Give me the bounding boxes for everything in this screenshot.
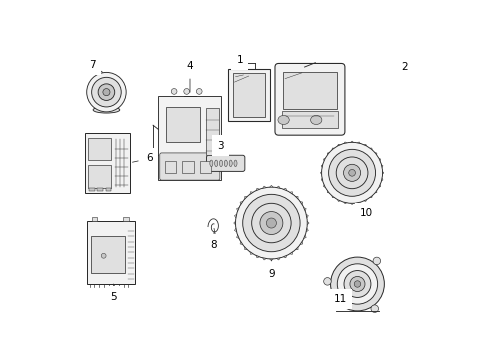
Text: 3: 3: [216, 140, 223, 152]
Bar: [87, 138, 111, 160]
Text: 5: 5: [110, 284, 117, 302]
FancyBboxPatch shape: [160, 153, 220, 180]
Circle shape: [102, 89, 110, 96]
Bar: [90, 236, 125, 273]
Circle shape: [370, 305, 378, 312]
Bar: [87, 165, 111, 188]
Text: 2: 2: [400, 62, 407, 72]
Bar: [97, 188, 102, 192]
Bar: [123, 217, 128, 221]
FancyBboxPatch shape: [274, 63, 344, 135]
Ellipse shape: [229, 160, 232, 167]
Bar: [165, 107, 200, 142]
FancyBboxPatch shape: [206, 155, 244, 171]
Ellipse shape: [214, 160, 217, 167]
Circle shape: [171, 89, 177, 94]
Circle shape: [242, 194, 300, 252]
Circle shape: [343, 164, 360, 181]
Text: 9: 9: [267, 260, 274, 279]
Ellipse shape: [310, 116, 321, 125]
Ellipse shape: [224, 160, 227, 167]
Circle shape: [348, 170, 355, 176]
Bar: [91, 217, 97, 221]
Bar: [85, 134, 129, 193]
Bar: [182, 161, 193, 173]
Bar: [89, 188, 95, 192]
Circle shape: [260, 212, 282, 234]
Circle shape: [98, 84, 115, 100]
Circle shape: [372, 257, 380, 265]
Ellipse shape: [233, 160, 237, 167]
Bar: [86, 221, 135, 284]
Ellipse shape: [277, 116, 288, 125]
Circle shape: [196, 89, 202, 94]
Circle shape: [336, 157, 367, 189]
Bar: [232, 73, 265, 117]
Bar: [200, 161, 211, 173]
Circle shape: [330, 257, 384, 311]
Bar: [164, 161, 176, 173]
Circle shape: [321, 142, 382, 203]
Bar: [205, 108, 219, 155]
Ellipse shape: [219, 160, 222, 167]
Circle shape: [266, 218, 276, 228]
Circle shape: [251, 203, 290, 243]
Text: 4: 4: [186, 61, 193, 92]
Bar: [158, 96, 221, 180]
Circle shape: [323, 278, 330, 285]
Circle shape: [235, 187, 306, 259]
Circle shape: [328, 149, 375, 196]
Circle shape: [349, 276, 364, 292]
Text: 11: 11: [333, 294, 346, 304]
Text: 6: 6: [132, 153, 152, 163]
Text: 7: 7: [89, 60, 102, 72]
Circle shape: [86, 72, 126, 112]
Polygon shape: [320, 141, 383, 204]
Text: 8: 8: [210, 232, 217, 249]
Circle shape: [337, 264, 377, 304]
Text: 1: 1: [236, 55, 243, 65]
Ellipse shape: [93, 107, 120, 113]
Bar: [228, 69, 269, 121]
Text: 10: 10: [359, 206, 372, 218]
Bar: [282, 72, 336, 109]
Ellipse shape: [209, 160, 212, 167]
Circle shape: [344, 271, 370, 297]
Circle shape: [101, 253, 106, 258]
Circle shape: [353, 281, 360, 287]
Polygon shape: [233, 185, 308, 261]
Bar: [282, 111, 337, 128]
Circle shape: [183, 89, 189, 94]
Bar: [105, 188, 111, 192]
Circle shape: [91, 77, 121, 107]
